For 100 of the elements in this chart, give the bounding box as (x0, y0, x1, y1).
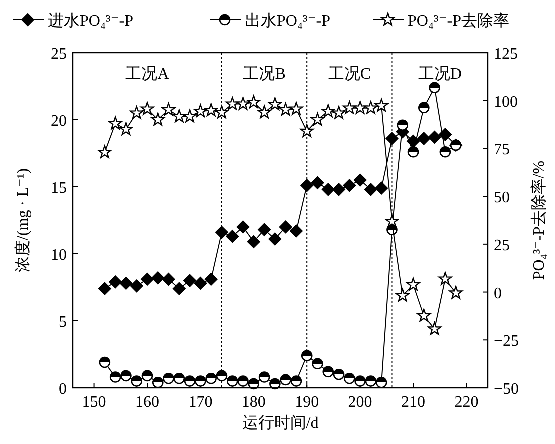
point (194, 104, 208, 118)
point (204, 272, 218, 286)
point (354, 376, 366, 387)
point (385, 214, 400, 228)
point (184, 274, 197, 288)
point (268, 232, 282, 246)
point (279, 220, 292, 234)
point (119, 122, 133, 136)
point (344, 372, 356, 384)
legend-label: PO₄³⁻-P去除率 (408, 12, 510, 30)
point (406, 278, 420, 291)
y2-tick-label: 100 (494, 94, 518, 111)
point (310, 112, 325, 126)
point (375, 182, 388, 195)
point (226, 376, 238, 387)
y-tick-label: 20 (51, 113, 67, 130)
point (226, 97, 240, 110)
point (418, 102, 430, 114)
y2-tick-label: 125 (494, 46, 518, 63)
point (226, 230, 240, 244)
legend-item: 进水PO₄³⁻-P (12, 13, 134, 30)
point (216, 370, 228, 382)
point (279, 102, 293, 116)
point (354, 101, 368, 114)
point (322, 183, 335, 196)
legend-label: 进水PO₄³⁻-P (48, 12, 134, 30)
point (428, 322, 442, 336)
annotation: 工况A (126, 66, 170, 83)
y2-tick-label: −25 (494, 333, 520, 350)
point (174, 372, 186, 384)
y2-axis-title: PO₄³⁻-P去除率/% (530, 160, 548, 280)
point (332, 106, 346, 120)
y-tick-label: 25 (51, 46, 67, 63)
point (120, 370, 132, 382)
y-tick-label: 10 (51, 247, 67, 264)
point (364, 183, 378, 196)
y-tick-label: 5 (59, 314, 67, 331)
point (172, 282, 186, 296)
point (418, 132, 431, 146)
x-tick-label: 150 (82, 394, 106, 411)
y-axis-title: 浓度/(mg · L⁻¹) (14, 168, 32, 272)
point (109, 276, 122, 289)
x-tick-label: 220 (454, 394, 479, 411)
point (438, 128, 452, 142)
point (374, 98, 388, 112)
point (408, 146, 420, 158)
point (215, 106, 229, 119)
point (268, 98, 282, 111)
point (142, 370, 154, 382)
point (270, 378, 281, 390)
point (429, 82, 440, 94)
x-tick-label: 170 (188, 394, 213, 411)
y2-tick-label: 0 (494, 285, 502, 302)
point (215, 226, 228, 240)
point (322, 104, 336, 118)
point (183, 110, 197, 123)
point (110, 372, 122, 383)
point (365, 376, 377, 387)
point (333, 368, 345, 380)
x-tick-label: 180 (242, 394, 266, 411)
point (438, 272, 452, 286)
annotation: 工况B (243, 66, 286, 83)
point (194, 276, 208, 290)
point (152, 376, 164, 388)
x-tick-label: 210 (402, 394, 426, 411)
y2-tick-label: −50 (494, 381, 520, 398)
point (376, 376, 388, 388)
point (440, 146, 452, 158)
y-tick-label: 15 (51, 180, 67, 197)
point (449, 286, 463, 300)
y2-tick-label: 50 (494, 190, 510, 207)
point (280, 374, 292, 386)
point (364, 101, 378, 114)
point (236, 97, 250, 110)
point (417, 308, 431, 322)
point (140, 102, 154, 116)
point (98, 282, 112, 296)
x-tick-label: 160 (135, 394, 160, 411)
point (258, 372, 270, 383)
point (195, 376, 206, 387)
point (322, 366, 334, 378)
legend-item: 出水PO₄³⁻-P (210, 13, 330, 30)
point (206, 372, 217, 384)
point (247, 95, 261, 108)
y2-tick-label: 25 (494, 237, 510, 254)
point (397, 120, 409, 132)
point (99, 356, 111, 368)
point (152, 272, 165, 285)
point (238, 376, 249, 387)
point (258, 106, 272, 119)
legend-item: PO₄³⁻-P去除率 (372, 12, 510, 30)
x-tick-label: 190 (295, 394, 320, 411)
point (290, 376, 302, 387)
point (311, 176, 324, 190)
point (248, 378, 260, 390)
annotation: 工况C (328, 66, 372, 83)
point (343, 179, 356, 192)
point (236, 220, 250, 234)
y2-tick-label: 75 (494, 142, 510, 159)
point (247, 235, 260, 248)
